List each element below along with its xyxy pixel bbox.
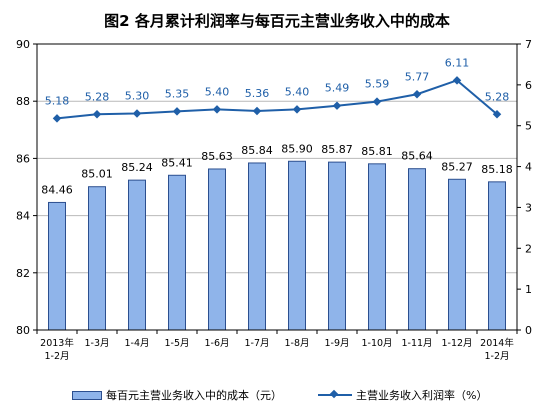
margin-marker: [172, 107, 182, 116]
right-tick-label: 2: [525, 242, 532, 255]
right-axis-ticks: 0 1 2 3 4 5 6 7: [517, 38, 532, 337]
margin-marker: [412, 90, 422, 99]
right-tick-label: 4: [525, 161, 532, 174]
margin-marker: [452, 76, 462, 85]
margin-marker: [92, 110, 102, 119]
bar: [448, 178, 466, 331]
line-value-labels: 5.18 5.28 5.30 5.35 5.40 5.36 5.40 5.49 5.59 5.77…: [45, 56, 510, 107]
margin-marker: [372, 97, 382, 106]
plot-frame: [36, 43, 518, 331]
margin-value-label: 5.28: [485, 90, 510, 103]
bars: [48, 160, 506, 331]
x-tick-label: 2013年 1-2月: [40, 337, 74, 362]
left-tick-label: 82: [16, 267, 30, 280]
margin-value-label: 5.35: [165, 87, 190, 100]
bar-value-label: 85.24: [121, 161, 153, 174]
margin-value-label: 5.36: [245, 87, 270, 100]
bar: [208, 168, 226, 331]
margin-value-label: 6.11: [445, 56, 470, 69]
bar: [368, 163, 386, 331]
bar-value-label: 85.27: [441, 160, 473, 173]
margin-value-label: 5.18: [45, 94, 70, 107]
left-tick-label: 84: [16, 210, 30, 223]
legend-bar-swatch: [72, 390, 102, 400]
bar: [288, 160, 306, 331]
bar: [48, 201, 66, 331]
legend-label-cost: 每百元主营业务收入中的成本（元）: [106, 389, 282, 402]
margin-marker: [492, 110, 502, 119]
bar: [488, 181, 506, 331]
margin-value-label: 5.40: [285, 85, 310, 98]
margin-marker: [52, 114, 62, 123]
x-tick-label: 1-12月: [441, 338, 472, 349]
axes: [36, 43, 518, 331]
right-tick-label: 3: [525, 201, 532, 214]
bar: [328, 161, 346, 331]
legend-item-cost: 每百元主营业务收入中的成本（元）: [72, 384, 282, 406]
right-tick-label: 1: [525, 283, 532, 296]
margin-value-label: 5.77: [405, 70, 430, 83]
bar-value-label: 85.01: [81, 168, 113, 181]
legend-item-margin: 主营业务收入利润率（%）: [318, 384, 487, 406]
bar-value-label: 85.90: [281, 142, 313, 155]
x-axis-ticks: 2013年 1-2月 1-3月 1-4月 1-5月 1-6月 1-7月 1-8月 1-9月 1-1…: [36, 330, 518, 362]
margin-value-label: 5.49: [325, 82, 350, 95]
grid: [37, 100, 517, 274]
right-tick-label: 0: [525, 324, 532, 337]
left-axis-ticks: 80 82 84 86 88 90: [16, 38, 37, 337]
x-tick-label: 1-9月: [324, 338, 349, 349]
bar: [248, 162, 266, 331]
bar-value-labels: 84.46 85.01 85.24 85.41 85.63 85.84 85.90 85.87…: [41, 142, 513, 196]
margin-series-line: [56, 79, 498, 120]
margin-value-label: 5.40: [205, 85, 230, 98]
margin-marker: [212, 105, 222, 114]
margin-marker: [292, 105, 302, 114]
legend-line-swatch: [318, 390, 352, 400]
legend-label-margin: 主营业务收入利润率（%）: [356, 389, 488, 402]
margin-value-label: 5.59: [365, 78, 390, 91]
x-tick-label: 1-5月: [164, 338, 189, 349]
bar: [128, 179, 146, 331]
chart-title: 图2 各月累计利润率与每百元主营业务收入中的成本: [104, 12, 450, 30]
margin-marker: [252, 106, 262, 116]
x-tick-label: 1-6月: [204, 338, 229, 349]
margin-value-label: 5.28: [85, 90, 110, 103]
bar: [408, 168, 426, 331]
x-tick-label: 1-7月: [244, 338, 269, 349]
right-tick-label: 7: [525, 38, 532, 51]
bar-value-label: 85.63: [201, 150, 233, 163]
bar-value-label: 85.18: [481, 163, 513, 176]
margin-value-label: 5.30: [125, 89, 150, 102]
left-tick-label: 86: [16, 152, 30, 165]
bar-value-label: 85.41: [161, 156, 193, 169]
x-tick-label: 2014年 1-2月: [480, 337, 514, 362]
margin-marker: [132, 109, 142, 118]
right-tick-label: 5: [525, 120, 532, 133]
bar-value-label: 85.87: [321, 143, 353, 156]
bar-value-label: 84.46: [41, 183, 73, 196]
right-tick-label: 6: [525, 79, 532, 92]
margin-marker: [332, 101, 342, 110]
legend: 每百元主营业务收入中的成本（元） 主营业务收入利润率（%）: [0, 384, 554, 406]
left-tick-label: 90: [16, 38, 30, 51]
x-tick-label: 1-10月: [361, 338, 392, 349]
bar-value-label: 85.84: [241, 144, 273, 157]
bar-value-label: 85.64: [401, 150, 433, 163]
left-tick-label: 88: [16, 95, 30, 108]
bar: [168, 174, 186, 331]
x-tick-label: 1-8月: [284, 338, 309, 349]
x-tick-label: 1-3月: [84, 338, 109, 349]
bar-value-label: 85.81: [361, 145, 393, 158]
x-tick-label: 1-4月: [124, 338, 149, 349]
left-tick-label: 80: [16, 324, 30, 337]
profit-margin-line: [52, 76, 502, 123]
bar: [88, 186, 106, 331]
x-tick-label: 1-11月: [401, 338, 432, 349]
